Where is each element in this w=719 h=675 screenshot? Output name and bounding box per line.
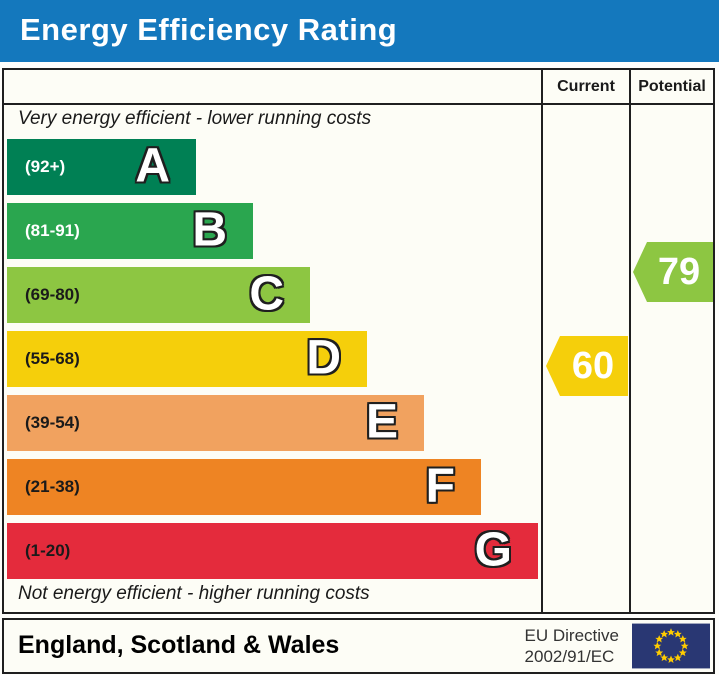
band-row-b: (81-91) B <box>7 203 253 259</box>
rating-chart: Current Potential Very energy efficient … <box>2 68 715 614</box>
potential-rating-value: 79 <box>657 250 701 293</box>
band-range-label: (92+) <box>25 157 66 176</box>
potential-rating-arrow: 79 <box>633 242 713 302</box>
band-row-c: (69-80) C <box>7 267 310 323</box>
band-letter: C <box>249 267 284 321</box>
region-label: England, Scotland & Wales <box>18 631 340 659</box>
footer: England, Scotland & Wales EU Directive 2… <box>2 618 715 674</box>
potential-column-header: Potential <box>638 78 706 95</box>
band-row-d: (55-68) D <box>7 331 367 387</box>
bottom-caption: Not energy efficient - higher running co… <box>18 583 370 604</box>
bands-container: (92+) A (81-91) B (69-80) C (55-68) D (3… <box>7 139 538 587</box>
eu-flag-icon <box>632 623 710 669</box>
current-column-header: Current <box>557 78 615 95</box>
band-letter: E <box>365 395 398 449</box>
current-rating-value: 60 <box>571 344 615 387</box>
top-caption: Very energy efficient - lower running co… <box>18 108 372 129</box>
title-bar: Energy Efficiency Rating <box>0 0 719 62</box>
current-rating-arrow: 60 <box>546 336 628 396</box>
column-header-row: Current Potential <box>4 70 713 105</box>
eu-directive-text: EU Directive 2002/91/EC <box>525 625 619 667</box>
band-letter: B <box>192 203 227 257</box>
band-row-e: (39-54) E <box>7 395 424 451</box>
band-row-f: (21-38) F <box>7 459 481 515</box>
band-range-label: (1-20) <box>25 541 71 560</box>
band-range-label: (39-54) <box>25 413 80 432</box>
band-range-label: (21-38) <box>25 477 80 496</box>
band-letter: G <box>474 523 512 577</box>
band-letter: D <box>306 331 341 385</box>
eu-directive-line2: 2002/91/EC <box>524 647 615 666</box>
column-divider-potential <box>629 70 631 612</box>
column-divider-current <box>541 70 543 612</box>
eu-directive-line1: EU Directive <box>524 626 619 645</box>
band-row-a: (92+) A <box>7 139 196 195</box>
band-row-g: (1-20) G <box>7 523 538 579</box>
band-letter: F <box>425 459 455 513</box>
band-letter: A <box>135 139 170 193</box>
band-range-label: (69-80) <box>25 285 80 304</box>
page-title: Energy Efficiency Rating <box>20 12 398 47</box>
band-range-label: (55-68) <box>25 349 80 368</box>
band-range-label: (81-91) <box>25 221 80 240</box>
